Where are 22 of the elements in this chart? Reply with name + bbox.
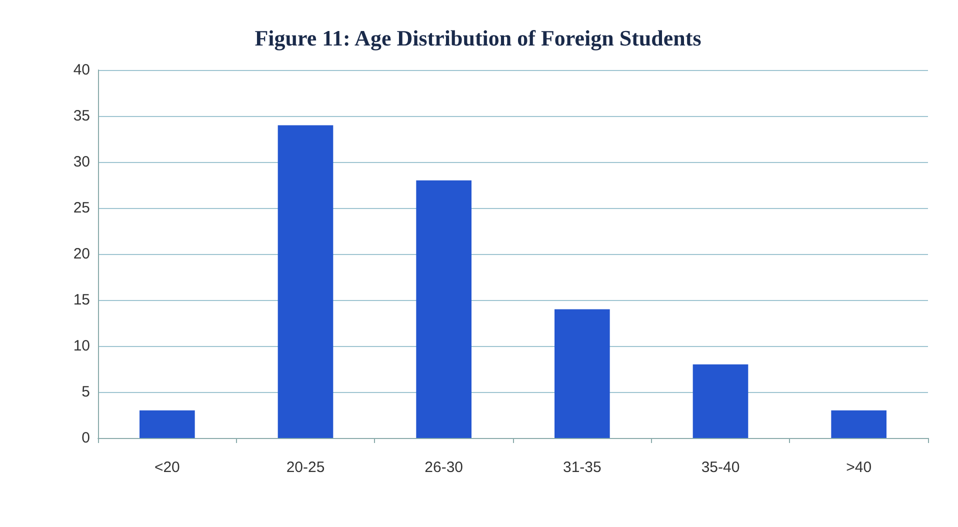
x-tick-label: >40 xyxy=(846,459,872,476)
bar xyxy=(831,410,886,438)
y-tick-label: 5 xyxy=(82,384,90,400)
y-tick-label: 0 xyxy=(82,430,90,446)
y-tick-label: 30 xyxy=(73,154,90,170)
y-tick-label: 10 xyxy=(73,338,90,354)
y-tick-label: 40 xyxy=(73,62,90,78)
bar xyxy=(692,364,748,438)
chart-title: Figure 11: Age Distribution of Foreign Students xyxy=(254,26,702,50)
x-tick-label: 26-30 xyxy=(424,459,464,476)
bar xyxy=(278,125,334,438)
bar xyxy=(554,309,610,438)
y-tick-label: 20 xyxy=(73,246,90,262)
y-tick-label: 25 xyxy=(73,200,90,216)
y-tick-label: 15 xyxy=(73,292,90,308)
bar xyxy=(140,410,195,438)
y-tick-label: 35 xyxy=(73,108,90,124)
bar xyxy=(416,180,472,438)
x-tick-label: 31-35 xyxy=(562,459,602,476)
x-tick-label: 20-25 xyxy=(286,459,325,476)
x-tick-label: <20 xyxy=(154,459,180,476)
x-tick-label: 35-40 xyxy=(701,459,740,476)
